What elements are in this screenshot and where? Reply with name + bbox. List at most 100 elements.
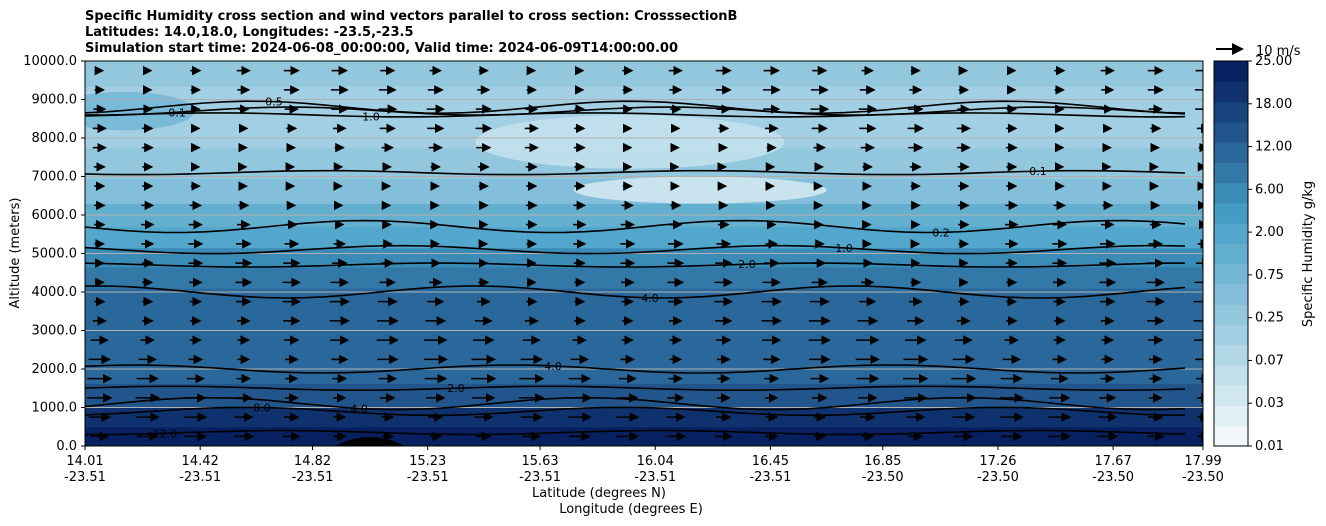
humidity-patch — [85, 91, 195, 131]
x-tick-label-lat: 17.67 — [1095, 454, 1132, 469]
x-tick-label-lon: -23.50 — [977, 470, 1019, 485]
colorbar-segment — [1214, 81, 1248, 103]
contour-label: 1.0 — [835, 242, 853, 255]
colorbar-segment — [1214, 142, 1248, 163]
contour-label: 4.0 — [544, 360, 562, 373]
contour-label: 1.0 — [362, 111, 380, 124]
colorbar-frame — [1213, 60, 1249, 447]
colorbar-segment — [1214, 182, 1248, 204]
y-tick-label: 9000.0 — [32, 93, 78, 108]
contour-line — [85, 169, 1186, 176]
colorbar-segment — [1214, 364, 1248, 386]
contour-line — [85, 285, 1186, 299]
colorbar-tick-label: 0.01 — [1255, 439, 1284, 454]
colorbar-segment — [1214, 324, 1248, 346]
colorbar-segment — [1214, 344, 1248, 366]
humidity-patch — [475, 114, 785, 169]
chart-title-line-3: Simulation start time: 2024-06-08_00:00:… — [85, 41, 678, 56]
y-tick-label: 0.0 — [56, 439, 77, 454]
x-axis-label-latitude: Latitude (degrees N) — [532, 486, 666, 501]
colorbar-segment — [1214, 263, 1248, 285]
contour-line — [85, 100, 1186, 115]
x-tick-label-lon: -23.51 — [292, 470, 334, 485]
colorbar-segment — [1214, 405, 1248, 427]
x-tick-label-lat: 14.42 — [182, 454, 219, 469]
colorbar-tick-label: 2.00 — [1255, 225, 1284, 240]
x-tick-label-lat: 16.45 — [752, 454, 789, 469]
humidity-band — [85, 426, 1203, 446]
x-tick-label-lat: 16.85 — [864, 454, 901, 469]
x-tick-label-lat: 17.26 — [979, 454, 1016, 469]
colorbar-tick-label: 12.00 — [1255, 140, 1292, 155]
colorbar-tick-label: 25.00 — [1255, 54, 1292, 69]
contour-line — [85, 406, 1186, 417]
y-tick-label: 3000.0 — [32, 324, 78, 339]
x-tick-label-lat: 17.99 — [1184, 454, 1221, 469]
contour-line — [85, 385, 1186, 391]
colorbar-segment — [1214, 243, 1248, 265]
colorbar-segment — [1214, 223, 1248, 244]
chart-title-line-1: Specific Humidity cross section and wind… — [85, 9, 738, 24]
colorbar-segment — [1214, 61, 1248, 82]
x-tick-label-lat: 15.63 — [521, 454, 558, 469]
y-axis-label: Altitude (meters) — [8, 198, 23, 309]
contour-line — [85, 244, 1186, 255]
contour-label: 8.0 — [253, 401, 271, 414]
x-tick-label-lon: -23.51 — [519, 470, 561, 485]
contour-line — [85, 219, 1186, 234]
wind-reference-label: 10 m/s — [1256, 44, 1301, 59]
x-axis-label-longitude: Longitude (degrees E) — [559, 502, 703, 517]
colorbar-tick-label: 0.75 — [1255, 268, 1284, 283]
y-tick-label: 7000.0 — [32, 170, 78, 185]
colorbar-segment — [1214, 121, 1248, 143]
contour-label: 4.0 — [641, 292, 659, 305]
colorbar-segment — [1214, 162, 1248, 184]
x-tick-label-lon: -23.50 — [862, 470, 904, 485]
humidity-patch — [573, 176, 827, 204]
humidity-band — [85, 266, 1203, 289]
colorbar-segment — [1214, 425, 1248, 447]
colorbar-segment — [1214, 101, 1248, 123]
colorbar-segment — [1214, 283, 1248, 305]
colorbar-segment — [1214, 202, 1248, 224]
y-tick-label: 5000.0 — [32, 247, 78, 262]
x-tick-label-lat: 14.82 — [294, 454, 331, 469]
contour-line — [85, 106, 1186, 116]
humidity-band — [85, 61, 1203, 87]
contour-label: 12.0 — [153, 427, 178, 440]
chart-title-line-2: Latitudes: 14.0,18.0, Longitudes: -23.5,… — [85, 25, 414, 40]
contour-label: 4.0 — [350, 402, 368, 415]
y-tick-label: 2000.0 — [32, 362, 78, 377]
x-tick-label-lat: 16.04 — [637, 454, 674, 469]
humidity-band — [85, 226, 1203, 249]
contour-line — [85, 364, 1186, 374]
colorbar-tick-label: 6.00 — [1255, 182, 1284, 197]
x-tick-label-lon: -23.51 — [749, 470, 791, 485]
y-tick-label: 10000.0 — [23, 54, 77, 69]
colorbar-segment — [1214, 304, 1248, 326]
contour-label: 0.1 — [1029, 165, 1047, 178]
x-tick-label-lon: -23.50 — [1092, 470, 1134, 485]
colorbar-tick-label: 0.03 — [1255, 396, 1284, 411]
colorbar-tick-label: 0.07 — [1255, 353, 1284, 368]
contour-label: 2.0 — [447, 382, 465, 395]
x-tick-label-lat: 14.01 — [66, 454, 103, 469]
x-tick-label-lon: -23.51 — [64, 470, 106, 485]
x-tick-label-lon: -23.51 — [634, 470, 676, 485]
x-tick-label-lon: -23.50 — [1182, 470, 1224, 485]
contour-label: 2.0 — [738, 258, 756, 271]
y-tick-label: 4000.0 — [32, 285, 78, 300]
x-tick-label-lon: -23.51 — [407, 470, 449, 485]
contour-line — [85, 429, 1186, 436]
x-tick-label-lon: -23.51 — [179, 470, 221, 485]
contour-label: 0.2 — [932, 226, 950, 239]
humidity-band — [85, 315, 1203, 351]
y-tick-label: 6000.0 — [32, 208, 78, 223]
colorbar-tick-label: 0.25 — [1255, 311, 1284, 326]
x-tick-label-lat: 15.23 — [409, 454, 446, 469]
contour-label: 0.5 — [265, 96, 283, 109]
contour-line — [85, 112, 1186, 118]
colorbar-tick-label: 18.00 — [1255, 97, 1292, 112]
y-tick-label: 1000.0 — [32, 401, 78, 416]
